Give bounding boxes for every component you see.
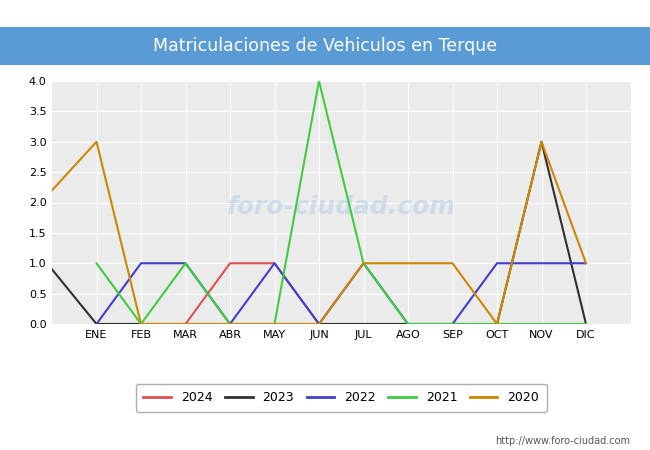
Legend: 2024, 2023, 2022, 2021, 2020: 2024, 2023, 2022, 2021, 2020 <box>136 384 547 412</box>
Text: http://www.foro-ciudad.com: http://www.foro-ciudad.com <box>495 436 630 446</box>
Text: foro-ciudad.com: foro-ciudad.com <box>227 195 456 219</box>
Text: Matriculaciones de Vehiculos en Terque: Matriculaciones de Vehiculos en Terque <box>153 37 497 55</box>
